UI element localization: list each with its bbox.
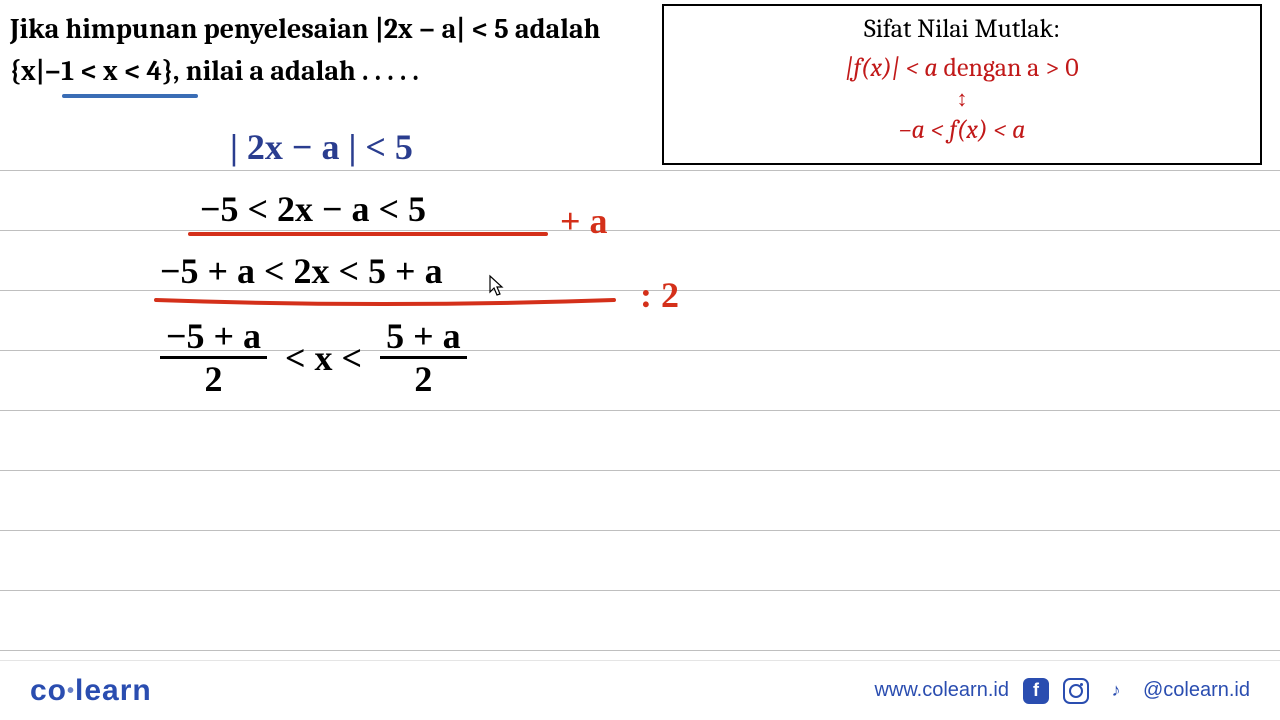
- question-underline: [62, 94, 198, 98]
- question-block: Jika himpunan penyelesaian |2x − a| < 5 …: [10, 8, 630, 92]
- step1-underline: [188, 232, 548, 236]
- step1-operation: + a: [560, 200, 608, 242]
- question-line2: {x|−1 < x < 4}, nilai a adalah . . . . .: [10, 50, 630, 92]
- facebook-icon: f: [1023, 678, 1049, 704]
- rule-line: [0, 230, 1280, 231]
- step3-frac2: 5 + a 2: [380, 318, 467, 397]
- footer-handle: @colearn.id: [1143, 679, 1250, 702]
- tiktok-icon: ♪: [1103, 678, 1129, 704]
- footer: co•learn www.colearn.id f ♪ @colearn.id: [0, 660, 1280, 720]
- property-box: Sifat Nilai Mutlak: |f(x)| < a dengan a …: [662, 4, 1262, 165]
- step0: | 2x − a | < 5: [230, 126, 413, 168]
- footer-url: www.colearn.id: [874, 679, 1009, 702]
- question-line1: Jika himpunan penyelesaian |2x − a| < 5 …: [10, 8, 630, 50]
- footer-right: www.colearn.id f ♪ @colearn.id: [874, 678, 1250, 704]
- rule-line: [0, 590, 1280, 591]
- mouse-cursor-icon: [488, 274, 506, 304]
- rule-line: [0, 650, 1280, 651]
- instagram-icon: [1063, 678, 1089, 704]
- rule-line: [0, 470, 1280, 471]
- ruled-paper: [0, 170, 1280, 660]
- step2-underline: [154, 296, 616, 310]
- step3: −5 + a 2 < x < 5 + a 2: [160, 318, 467, 397]
- step2: −5 + a < 2x < 5 + a: [160, 250, 443, 292]
- step3-mid: < x <: [285, 337, 362, 379]
- rule-line: [0, 170, 1280, 171]
- property-line2: −a < f(x) < a: [674, 112, 1250, 148]
- property-line1: |f(x)| < a dengan a > 0: [674, 50, 1250, 86]
- property-arrow: ↕: [674, 86, 1250, 112]
- step3-frac1: −5 + a 2: [160, 318, 267, 397]
- rule-line: [0, 530, 1280, 531]
- step2-operation: : 2: [640, 274, 679, 316]
- property-title: Sifat Nilai Mutlak:: [674, 14, 1250, 44]
- rule-line: [0, 410, 1280, 411]
- brand-logo: co•learn: [30, 674, 152, 708]
- step1: −5 < 2x − a < 5: [200, 188, 426, 230]
